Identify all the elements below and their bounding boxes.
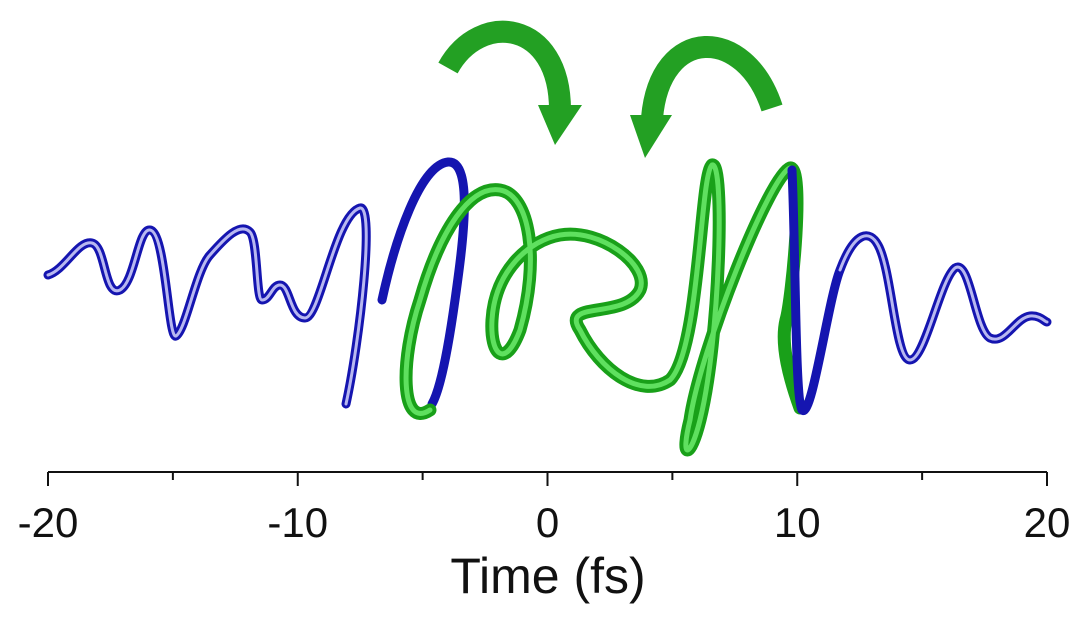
wave	[403, 162, 793, 453]
x-tick-label: -10	[267, 499, 328, 546]
wave	[43, 203, 371, 409]
wave	[787, 165, 1052, 415]
arrow-head	[538, 105, 582, 145]
arrow-head	[630, 115, 672, 158]
x-tick-label: 20	[1024, 499, 1071, 546]
x-tick-label: 10	[774, 499, 821, 546]
x-tick-label: -20	[18, 499, 79, 546]
wave	[838, 234, 1049, 362]
x-axis-label: Time (fs)	[450, 548, 645, 604]
arrow	[641, 36, 783, 120]
arrow	[438, 20, 571, 111]
illustration	[43, 20, 1052, 457]
wave	[46, 206, 368, 406]
x-tick-label: 0	[536, 499, 559, 546]
